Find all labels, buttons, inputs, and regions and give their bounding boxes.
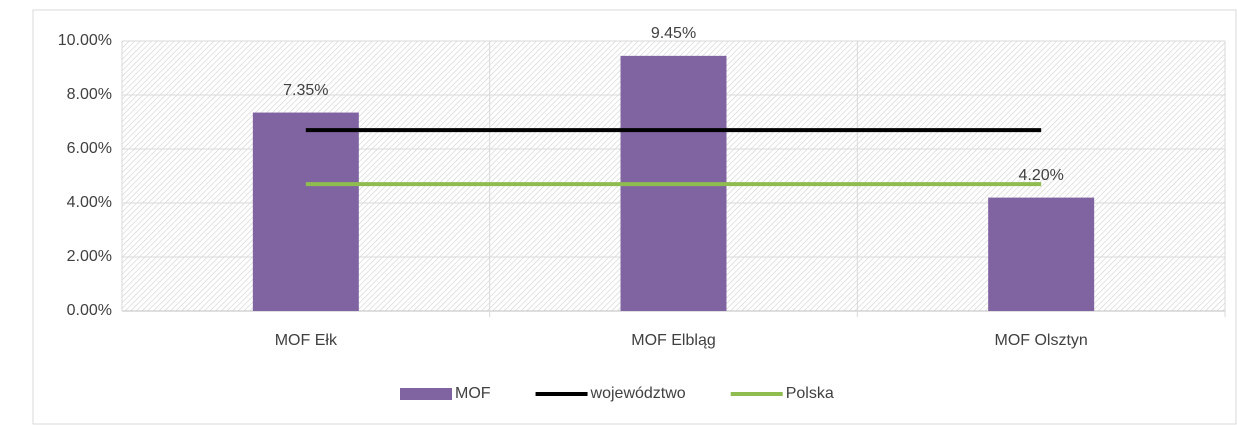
legend-swatch: [400, 388, 452, 400]
legend-label: Polska: [786, 385, 834, 402]
x-tick-label: MOF Elbląg: [631, 332, 715, 349]
data-label: 9.45%: [651, 25, 696, 42]
chart-frame: [32, 9, 1237, 425]
y-tick-label: 0.00%: [67, 302, 112, 319]
y-tick-label: 10.00%: [58, 32, 112, 49]
x-tick-label: MOF Ełk: [275, 332, 338, 349]
y-tick-label: 2.00%: [67, 248, 112, 265]
data-label: 4.20%: [1018, 167, 1063, 184]
y-tick-label: 8.00%: [67, 86, 112, 103]
data-label: 7.35%: [283, 82, 328, 99]
legend-label: województwo: [590, 385, 686, 402]
y-tick-label: 4.00%: [67, 194, 112, 211]
x-tick-label: MOF Olsztyn: [994, 332, 1087, 349]
y-tick-label: 6.00%: [67, 140, 112, 157]
bar: [988, 197, 1095, 311]
legend-label: MOF: [455, 385, 491, 402]
bar: [252, 112, 359, 311]
